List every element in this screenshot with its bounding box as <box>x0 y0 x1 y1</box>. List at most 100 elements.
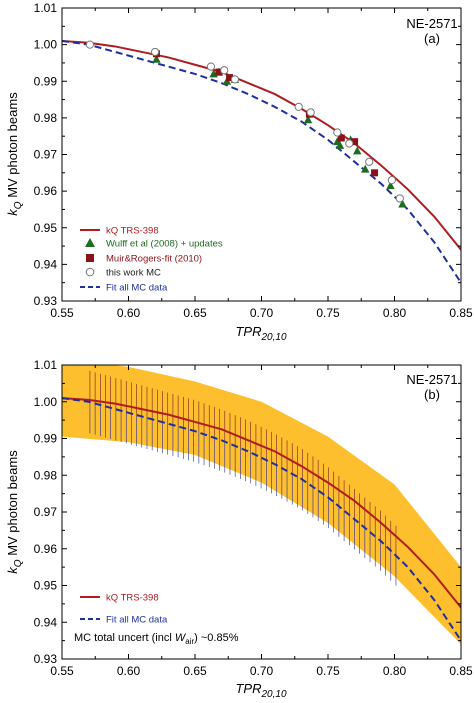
panel-a-plot-area <box>62 39 461 284</box>
y-tick-label-b: 1.01 <box>34 358 58 372</box>
y-tick-label-a: 0.99 <box>34 74 58 88</box>
x-tick-label-a: 0.55 <box>50 306 74 320</box>
point-this-work-mc <box>395 194 404 203</box>
point-this-work-mc <box>333 128 342 137</box>
point-this-work-mc <box>151 47 160 57</box>
panel-a-detector-label: NE-2571 <box>406 16 457 31</box>
panel-b-y-axis-label: kQ MV photon beams <box>5 450 24 574</box>
point-muir-rogers <box>226 74 234 82</box>
note-main: MC total uncert (incl <box>74 632 175 644</box>
y-tick-label-a: 0.97 <box>34 148 58 162</box>
y-tick-label-a: 0.94 <box>34 257 58 271</box>
legend-a-wulff-label: Wulff et al (2008) + updates <box>106 239 223 250</box>
panel-b-x-axis-label: TPR20,10 <box>235 681 286 700</box>
x-tick-label-b: 0.55 <box>50 664 74 678</box>
y-tick-label-a: 0.93 <box>34 294 58 308</box>
series-line-kq-trs398 <box>62 39 461 251</box>
point-muir-rogers <box>215 68 223 76</box>
panel-a-legend: kQ TRS-398 Wulff et al (2008) + updates … <box>80 226 223 294</box>
x-tick-label-b: 0.65 <box>183 664 207 678</box>
y-tick-label-b: 0.99 <box>34 432 58 446</box>
y-tick-label-a: 0.98 <box>34 111 58 125</box>
x-tick-label-b: 0.75 <box>316 664 340 678</box>
panel-a-x-axis-label: TPR20,10 <box>235 324 286 343</box>
y-tick-label-a: 0.95 <box>34 221 58 235</box>
point-this-work-mc <box>365 157 374 166</box>
y-tick-label-a: 0.96 <box>34 184 58 198</box>
point-wulff <box>386 181 395 190</box>
y-tick-label-b: 0.98 <box>34 468 58 482</box>
y-tick-label-a: 1.00 <box>34 38 58 52</box>
y-tick-label-b: 0.95 <box>34 579 58 593</box>
legend-a-mc-swatch <box>85 267 95 277</box>
panel-a-x-axis-label-main: TPR <box>235 324 261 339</box>
note-air: air <box>185 637 194 646</box>
panel-a-y-axis-label: kQ MV photon beams <box>5 92 24 216</box>
series-line-fit-all-mc <box>62 39 461 284</box>
panel-b-x-axis-label-sub: 20,10 <box>260 689 286 700</box>
point-wulff <box>361 164 370 173</box>
panel-b-y-axis-label-sub: Q <box>13 559 24 567</box>
panel-b-detector-label: NE-2571 <box>406 372 457 387</box>
point-muir-rogers <box>371 169 379 177</box>
y-tick-label-b: 0.93 <box>34 652 58 666</box>
x-tick-label-b: 0.60 <box>117 664 141 678</box>
legend-a-mc-label: this work MC <box>106 268 161 279</box>
panel-b-tag: (b) <box>424 387 440 402</box>
legend-a-trs-label: kQ TRS-398 <box>106 226 159 237</box>
panel-b-ticks: 0.55 0.60 0.65 0.70 0.75 0.80 0.85 0.93 0.94 0.95… <box>34 358 473 678</box>
x-tick-label-a: 0.70 <box>250 306 274 320</box>
y-tick-label-b: 0.94 <box>34 615 58 629</box>
point-this-work-mc <box>345 139 354 148</box>
x-tick-label-b: 0.80 <box>383 664 407 678</box>
panel-b-y-axis-label-rest: MV photon beams <box>5 450 20 560</box>
panel-a-x-axis-label-sub: 20,10 <box>260 332 286 343</box>
panel-b-legend: kQ TRS-398 Fit all MC data <box>80 593 168 626</box>
x-tick-label-a: 0.60 <box>117 306 141 320</box>
legend-b-trs-label: kQ TRS-398 <box>106 593 159 604</box>
y-tick-label-b: 0.97 <box>34 505 58 519</box>
point-this-work-mc <box>294 102 303 111</box>
panel-b-x-axis-label-main: TPR <box>235 681 261 696</box>
legend-b-fit-label: Fit all MC data <box>106 615 168 626</box>
point-this-work-mc <box>306 108 315 117</box>
point-this-work-mc <box>206 62 216 71</box>
point-muir-rogers <box>351 138 359 146</box>
y-tick-label-b: 1.00 <box>34 395 58 409</box>
x-tick-label-b: 0.70 <box>250 664 274 678</box>
legend-a-muir-label: Muir&Rogers-fit (2010) <box>106 254 202 265</box>
point-wulff <box>398 199 407 208</box>
y-tick-label-a: 1.01 <box>34 1 58 15</box>
note-w: W <box>175 632 187 644</box>
panel-b: 0.55 0.60 0.65 0.70 0.75 0.80 0.85 0.93 0.94 0.95… <box>5 358 473 700</box>
legend-a-fit-label: Fit all MC data <box>106 283 168 294</box>
point-this-work-mc <box>220 66 229 75</box>
panel-a-y-axis-label-main: k <box>5 208 20 216</box>
panel-a-y-axis-label-rest: MV photon beams <box>5 92 20 202</box>
point-this-work-mc <box>85 40 95 49</box>
panel-a-tag: (a) <box>424 31 440 46</box>
legend-a-muir-swatch <box>86 254 94 262</box>
panel-a: 0.55 0.60 0.65 0.70 0.75 0.80 0.85 0.93 0.94 0.95… <box>5 1 473 343</box>
panel-b-plot-area <box>62 365 461 645</box>
uncertainty-band <box>62 365 461 645</box>
x-tick-label-b: 0.85 <box>449 664 473 678</box>
legend-a-wulff-swatch <box>85 238 95 247</box>
note-end: ) ~0.85% <box>194 632 239 644</box>
x-tick-label-a: 0.80 <box>383 306 407 320</box>
point-this-work-mc <box>230 75 239 84</box>
panel-a-y-axis-label-sub: Q <box>13 201 24 209</box>
series-line-fit-all-mc <box>62 397 461 642</box>
point-wulff <box>303 115 313 124</box>
panel-b-uncertainty-note: MC total uncert (incl Wair) ~0.85% <box>74 632 239 646</box>
x-tick-label-a: 0.75 <box>316 306 340 320</box>
y-tick-label-b: 0.96 <box>34 542 58 556</box>
point-wulff <box>152 54 161 63</box>
panel-b-y-axis-label-main: k <box>5 566 20 574</box>
panel-a-ticks: 0.55 0.60 0.65 0.70 0.75 0.80 0.85 0.93 0.94 0.95… <box>34 1 473 320</box>
point-this-work-mc <box>387 176 396 185</box>
point-wulff <box>353 146 362 155</box>
series-line-kq-trs398 <box>62 397 461 609</box>
point-wulff <box>335 140 345 149</box>
